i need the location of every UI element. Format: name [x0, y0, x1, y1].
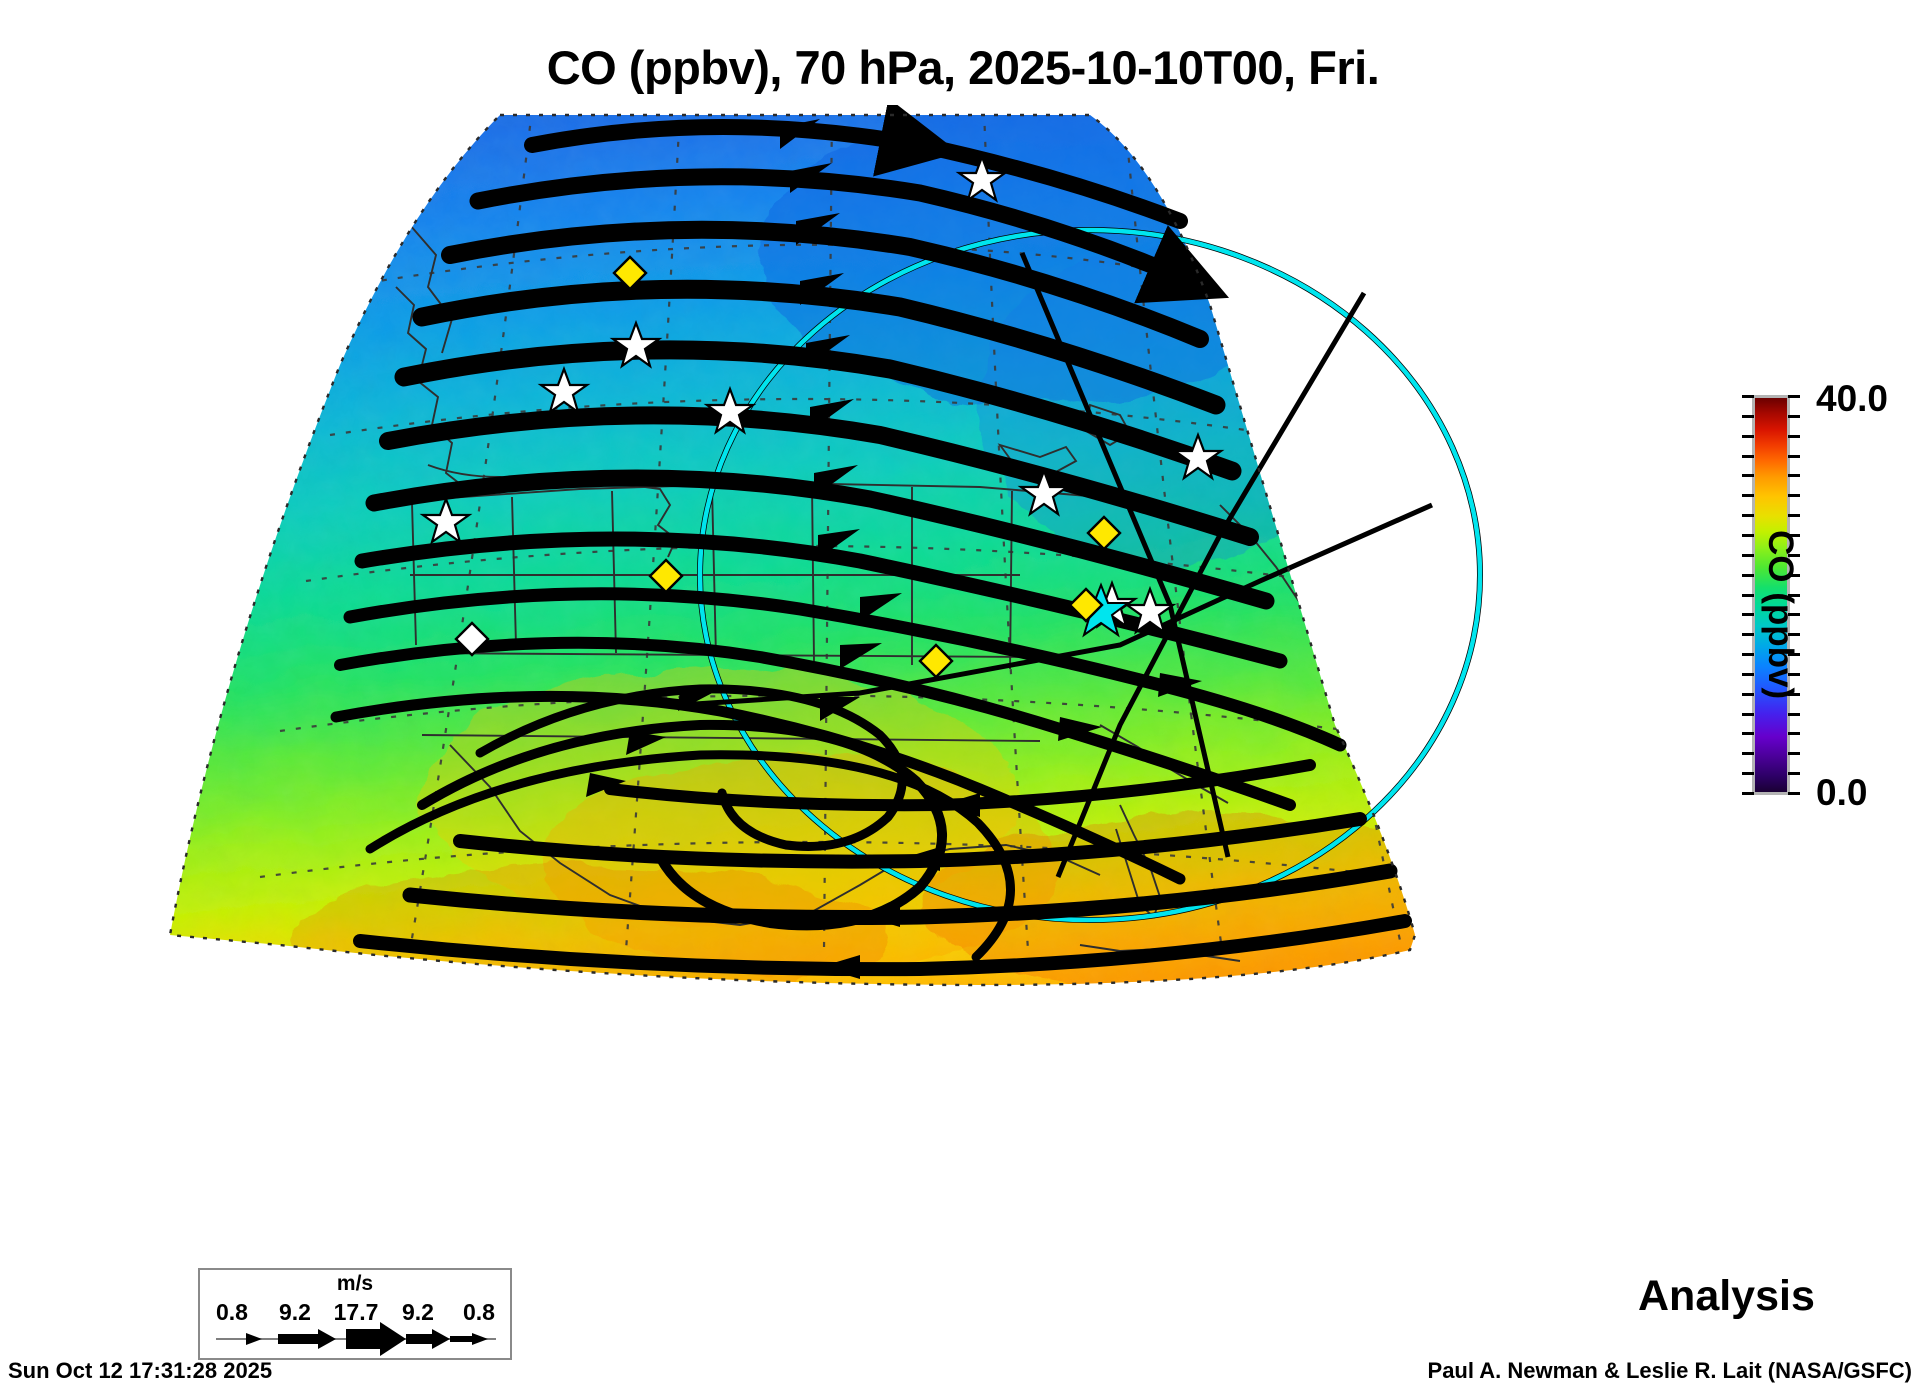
wind-legend-value-4: 0.8	[463, 1299, 495, 1325]
wind-legend-value-3: 9.2	[402, 1299, 434, 1325]
page-title: CO (ppbv), 70 hPa, 2025-10-10T00, Fri.	[546, 41, 1380, 94]
colorbar-axis-label: CO (ppbv)	[1761, 530, 1800, 700]
wind-streamlines	[330, 105, 1412, 977]
colorbar-max-label: 40.0	[1816, 378, 1889, 419]
map-figure[interactable]	[160, 105, 1560, 1245]
wind-legend-value-2: 17.7	[333, 1299, 379, 1325]
colorbar-ticks-right	[1788, 395, 1800, 795]
map-panel[interactable]	[160, 105, 1560, 1245]
credit-line: Paul A. Newman & Leslie R. Lait (NASA/GS…	[1427, 1358, 1912, 1383]
wind-legend-value-0: 0.8	[216, 1299, 248, 1325]
analysis-label: Analysis	[1638, 1272, 1815, 1320]
map-border	[168, 113, 1417, 987]
site-markers[interactable]	[419, 153, 1225, 679]
cyan-circle-icon	[697, 227, 1483, 923]
graticule	[259, 115, 1415, 951]
wind-legend-arrows	[216, 1322, 496, 1356]
station-diamond-icon	[454, 255, 1122, 679]
range-ring-overlay	[697, 227, 1483, 923]
streamline-arrowheads	[586, 119, 1202, 979]
wind-legend-value-1: 9.2	[279, 1299, 311, 1325]
wind-speed-legend: m/s 0.8 9.2 17.7 9.2 0.8	[198, 1268, 512, 1360]
wind-legend-unit: m/s	[336, 1272, 374, 1295]
render-timestamp: Sun Oct 12 17:31:28 2025	[8, 1358, 273, 1383]
colorbar-min-label: 0.0	[1816, 772, 1868, 813]
colorbar-ticks-left	[1742, 395, 1754, 795]
